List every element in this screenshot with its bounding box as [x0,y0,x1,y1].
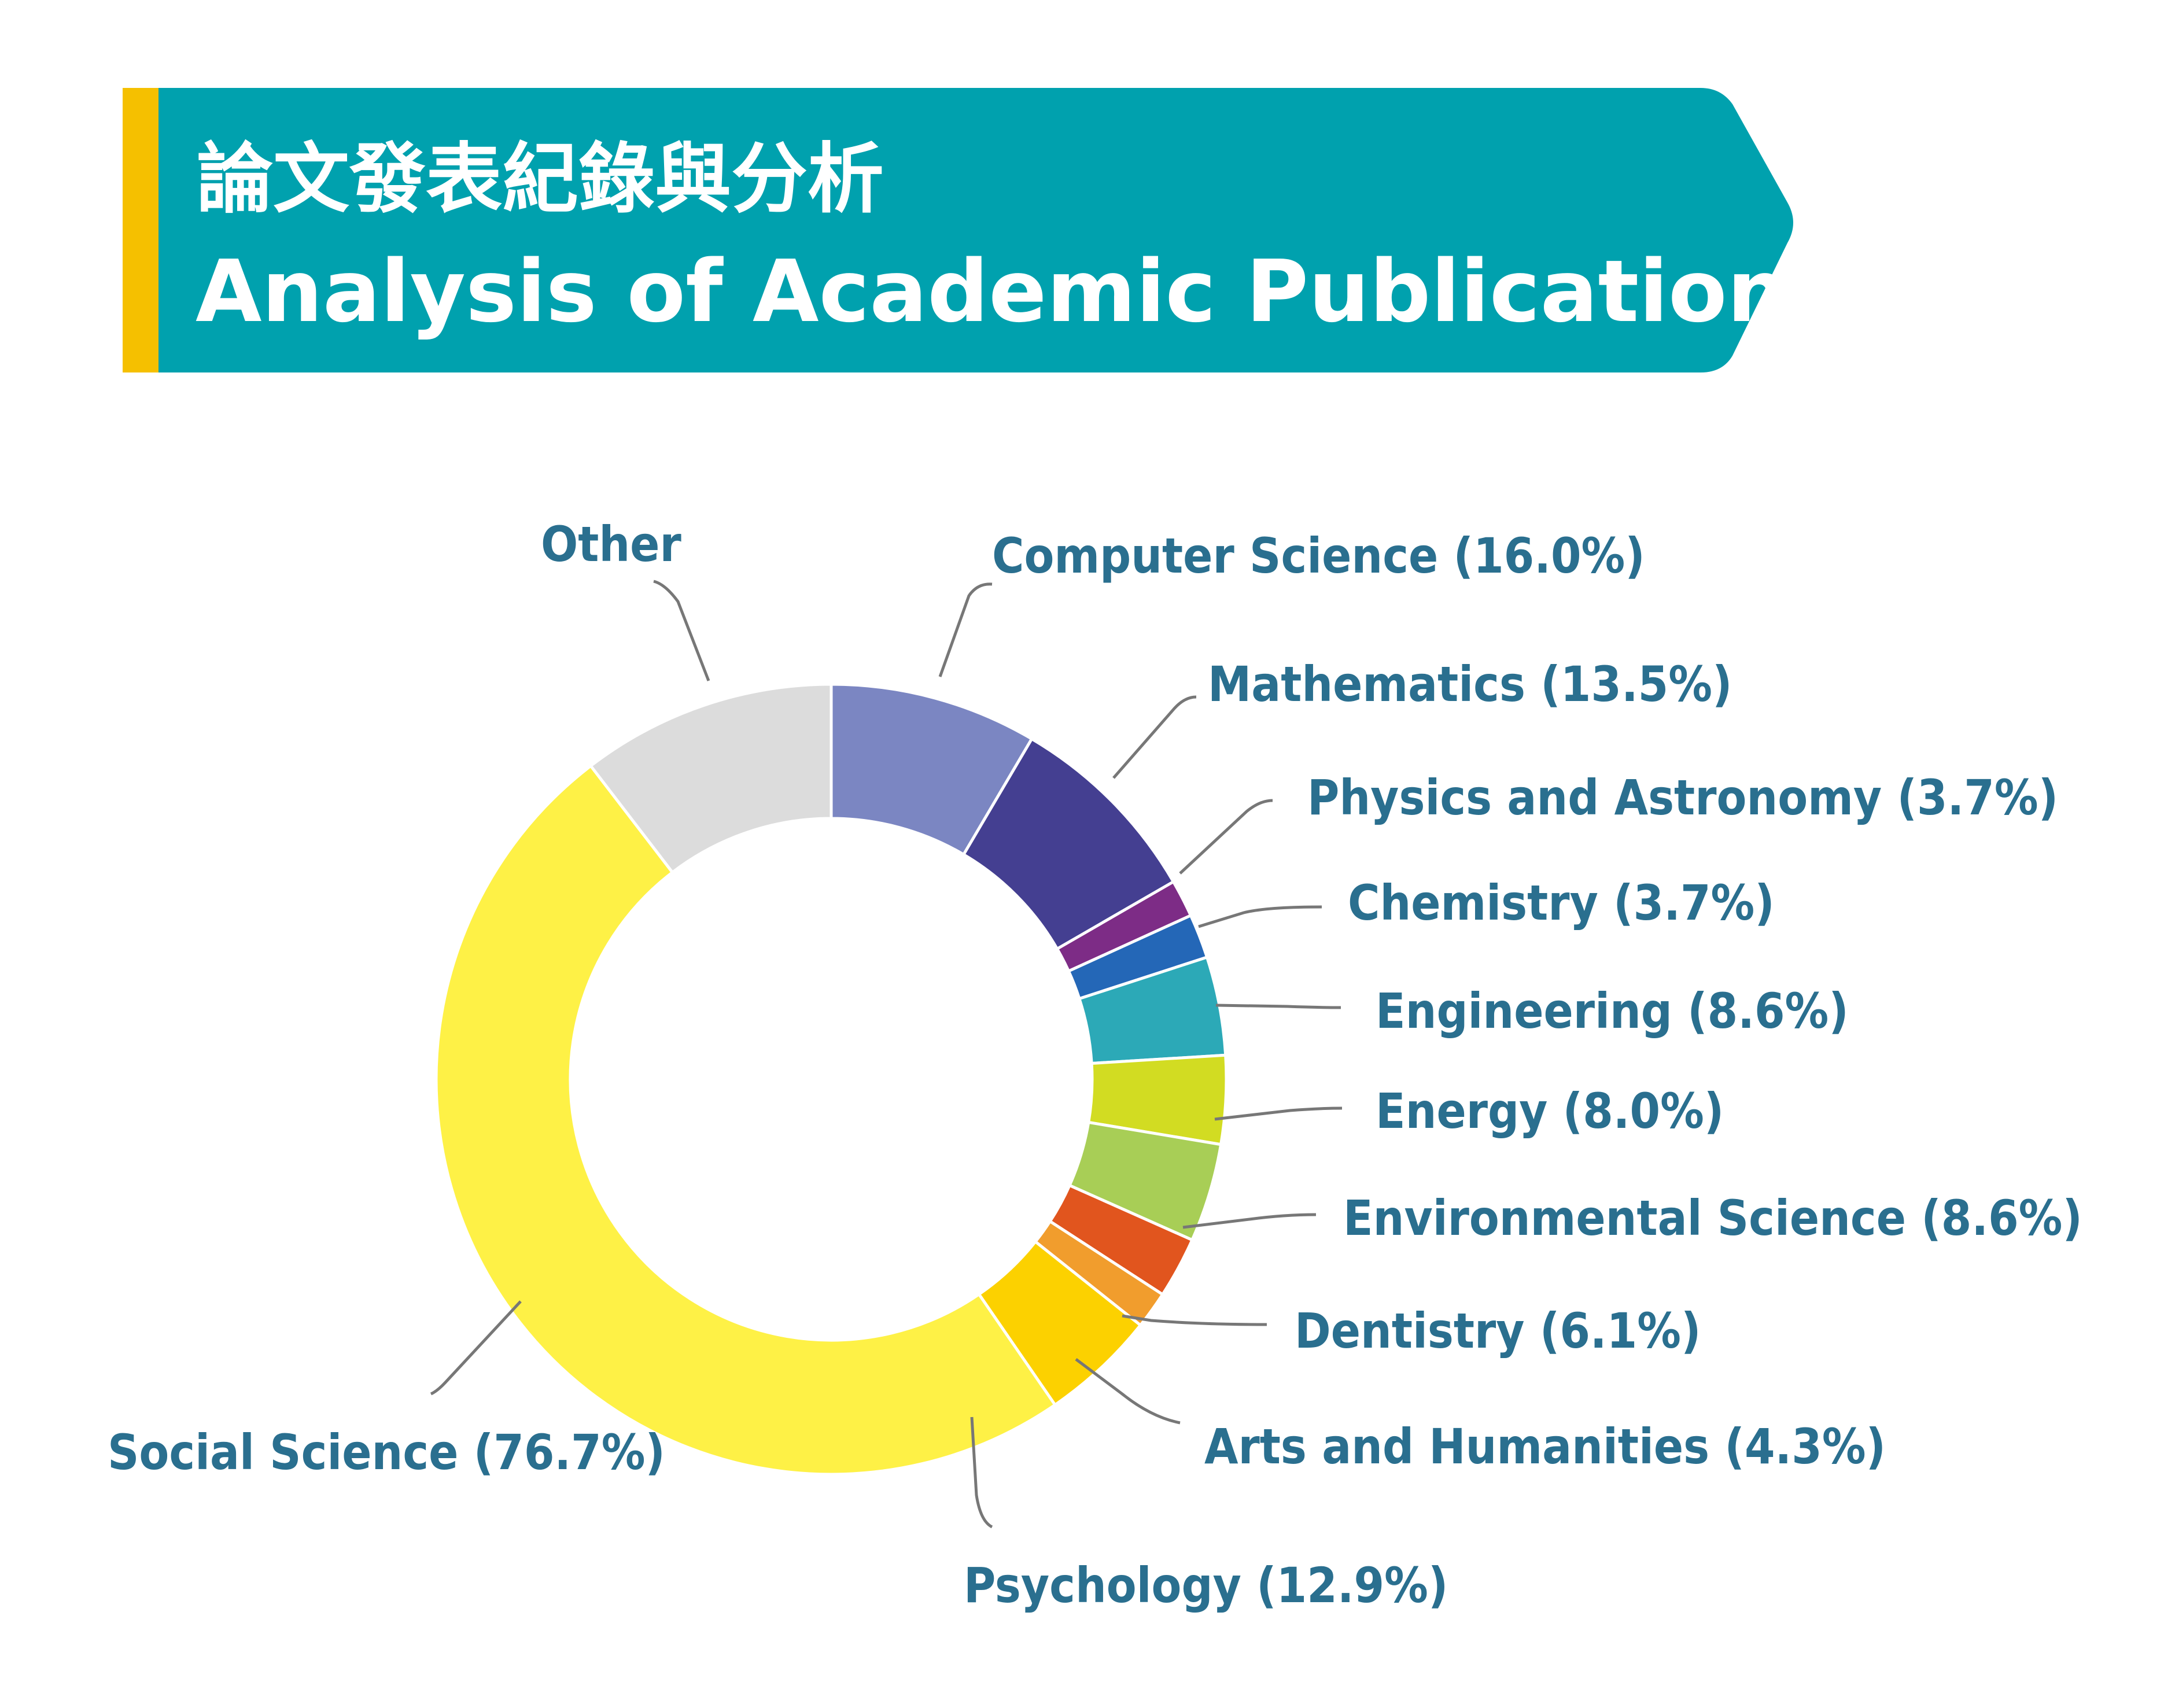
label-arts-and-humanities: Arts and Humanities (4.3%) [1204,1418,1886,1475]
slice-other [588,683,833,875]
leader-line-computer-science [938,582,993,677]
label-energy: Energy (8.0%) [1376,1083,1724,1139]
label-chemistry: Chemistry (3.7%) [1348,875,1775,931]
leader-line-other [653,580,710,681]
leader-line-mathematics [1112,695,1197,779]
label-engineering: Engineering (8.6%) [1376,983,1849,1039]
label-social-science: Social Science (76.7%) [108,1424,665,1481]
label-dentistry: Dentistry (6.1%) [1295,1303,1701,1359]
slice-social-science [434,763,1057,1476]
leader-line-environmental-science [1182,1213,1317,1229]
label-environmental-science: Environmental Science (8.6%) [1343,1190,2082,1246]
leader-line-physics-and-astronomy [1179,799,1273,875]
slice-labels: Computer Science (16.0%) Mathematics (13.… [108,516,2082,1614]
header-band [158,88,1793,372]
leader-lines [430,580,1343,1529]
leader-line-chemistry [1198,905,1322,928]
label-psychology: Psychology (12.9%) [964,1557,1448,1614]
header-title-zh: 論文發表紀錄與分析 [197,135,884,224]
header-banner: 論文發表紀錄與分析 Analysis of Academic Publicati… [123,88,1839,372]
leader-line-social-science [430,1300,522,1396]
leader-line-engineering [1215,1004,1341,1009]
label-physics-and-astronomy: Physics and Astronomy (3.7%) [1307,769,2058,826]
header-title-en: Analysis of Academic Publications [196,242,1839,341]
leader-line-psychology [970,1416,993,1529]
leader-line-arts-and-humanities [1075,1358,1181,1425]
label-computer-science: Computer Science (16.0%) [992,527,1645,584]
label-mathematics: Mathematics (13.5%) [1208,656,1732,713]
donut-chart [434,683,1228,1476]
leader-line-dentistry [1122,1314,1267,1326]
header-accent-bar [123,88,158,372]
leader-line-energy [1214,1106,1343,1121]
label-other: Other [541,516,681,573]
